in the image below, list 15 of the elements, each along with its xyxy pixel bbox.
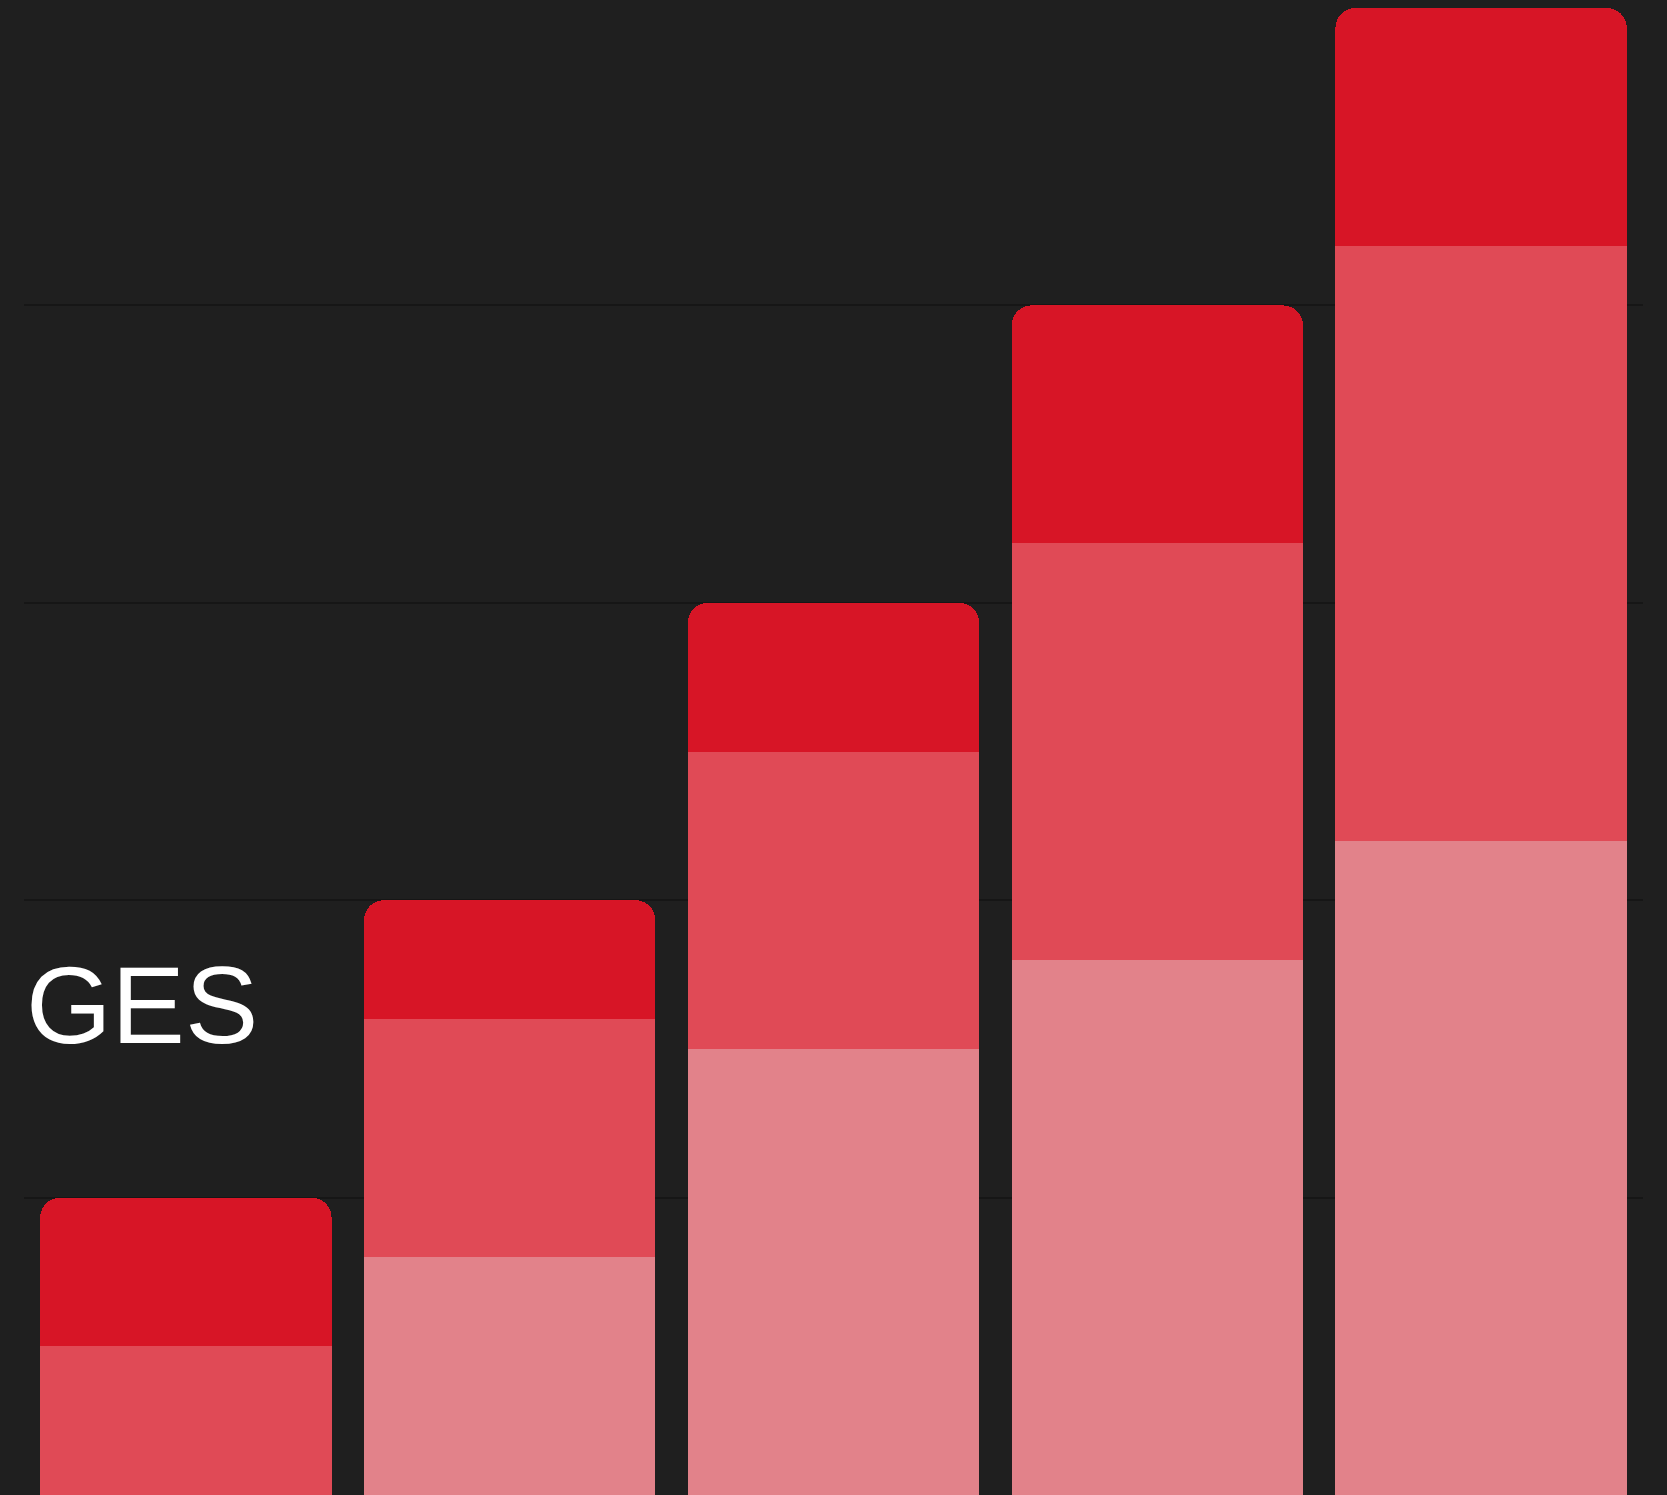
bar — [687, 751, 980, 1049]
bar — [40, 1346, 332, 1495]
bar — [363, 1019, 656, 1258]
bar — [687, 1048, 980, 1495]
bar — [363, 1257, 656, 1495]
bar — [1011, 959, 1304, 1495]
bar — [363, 900, 656, 1020]
bar — [687, 602, 980, 752]
bar — [1011, 305, 1304, 544]
annotation: GES — [26, 943, 259, 1066]
bar — [1335, 840, 1627, 1495]
bar — [40, 1197, 332, 1347]
bar — [1335, 245, 1627, 841]
bar — [1011, 543, 1304, 960]
bar — [1335, 8, 1627, 246]
